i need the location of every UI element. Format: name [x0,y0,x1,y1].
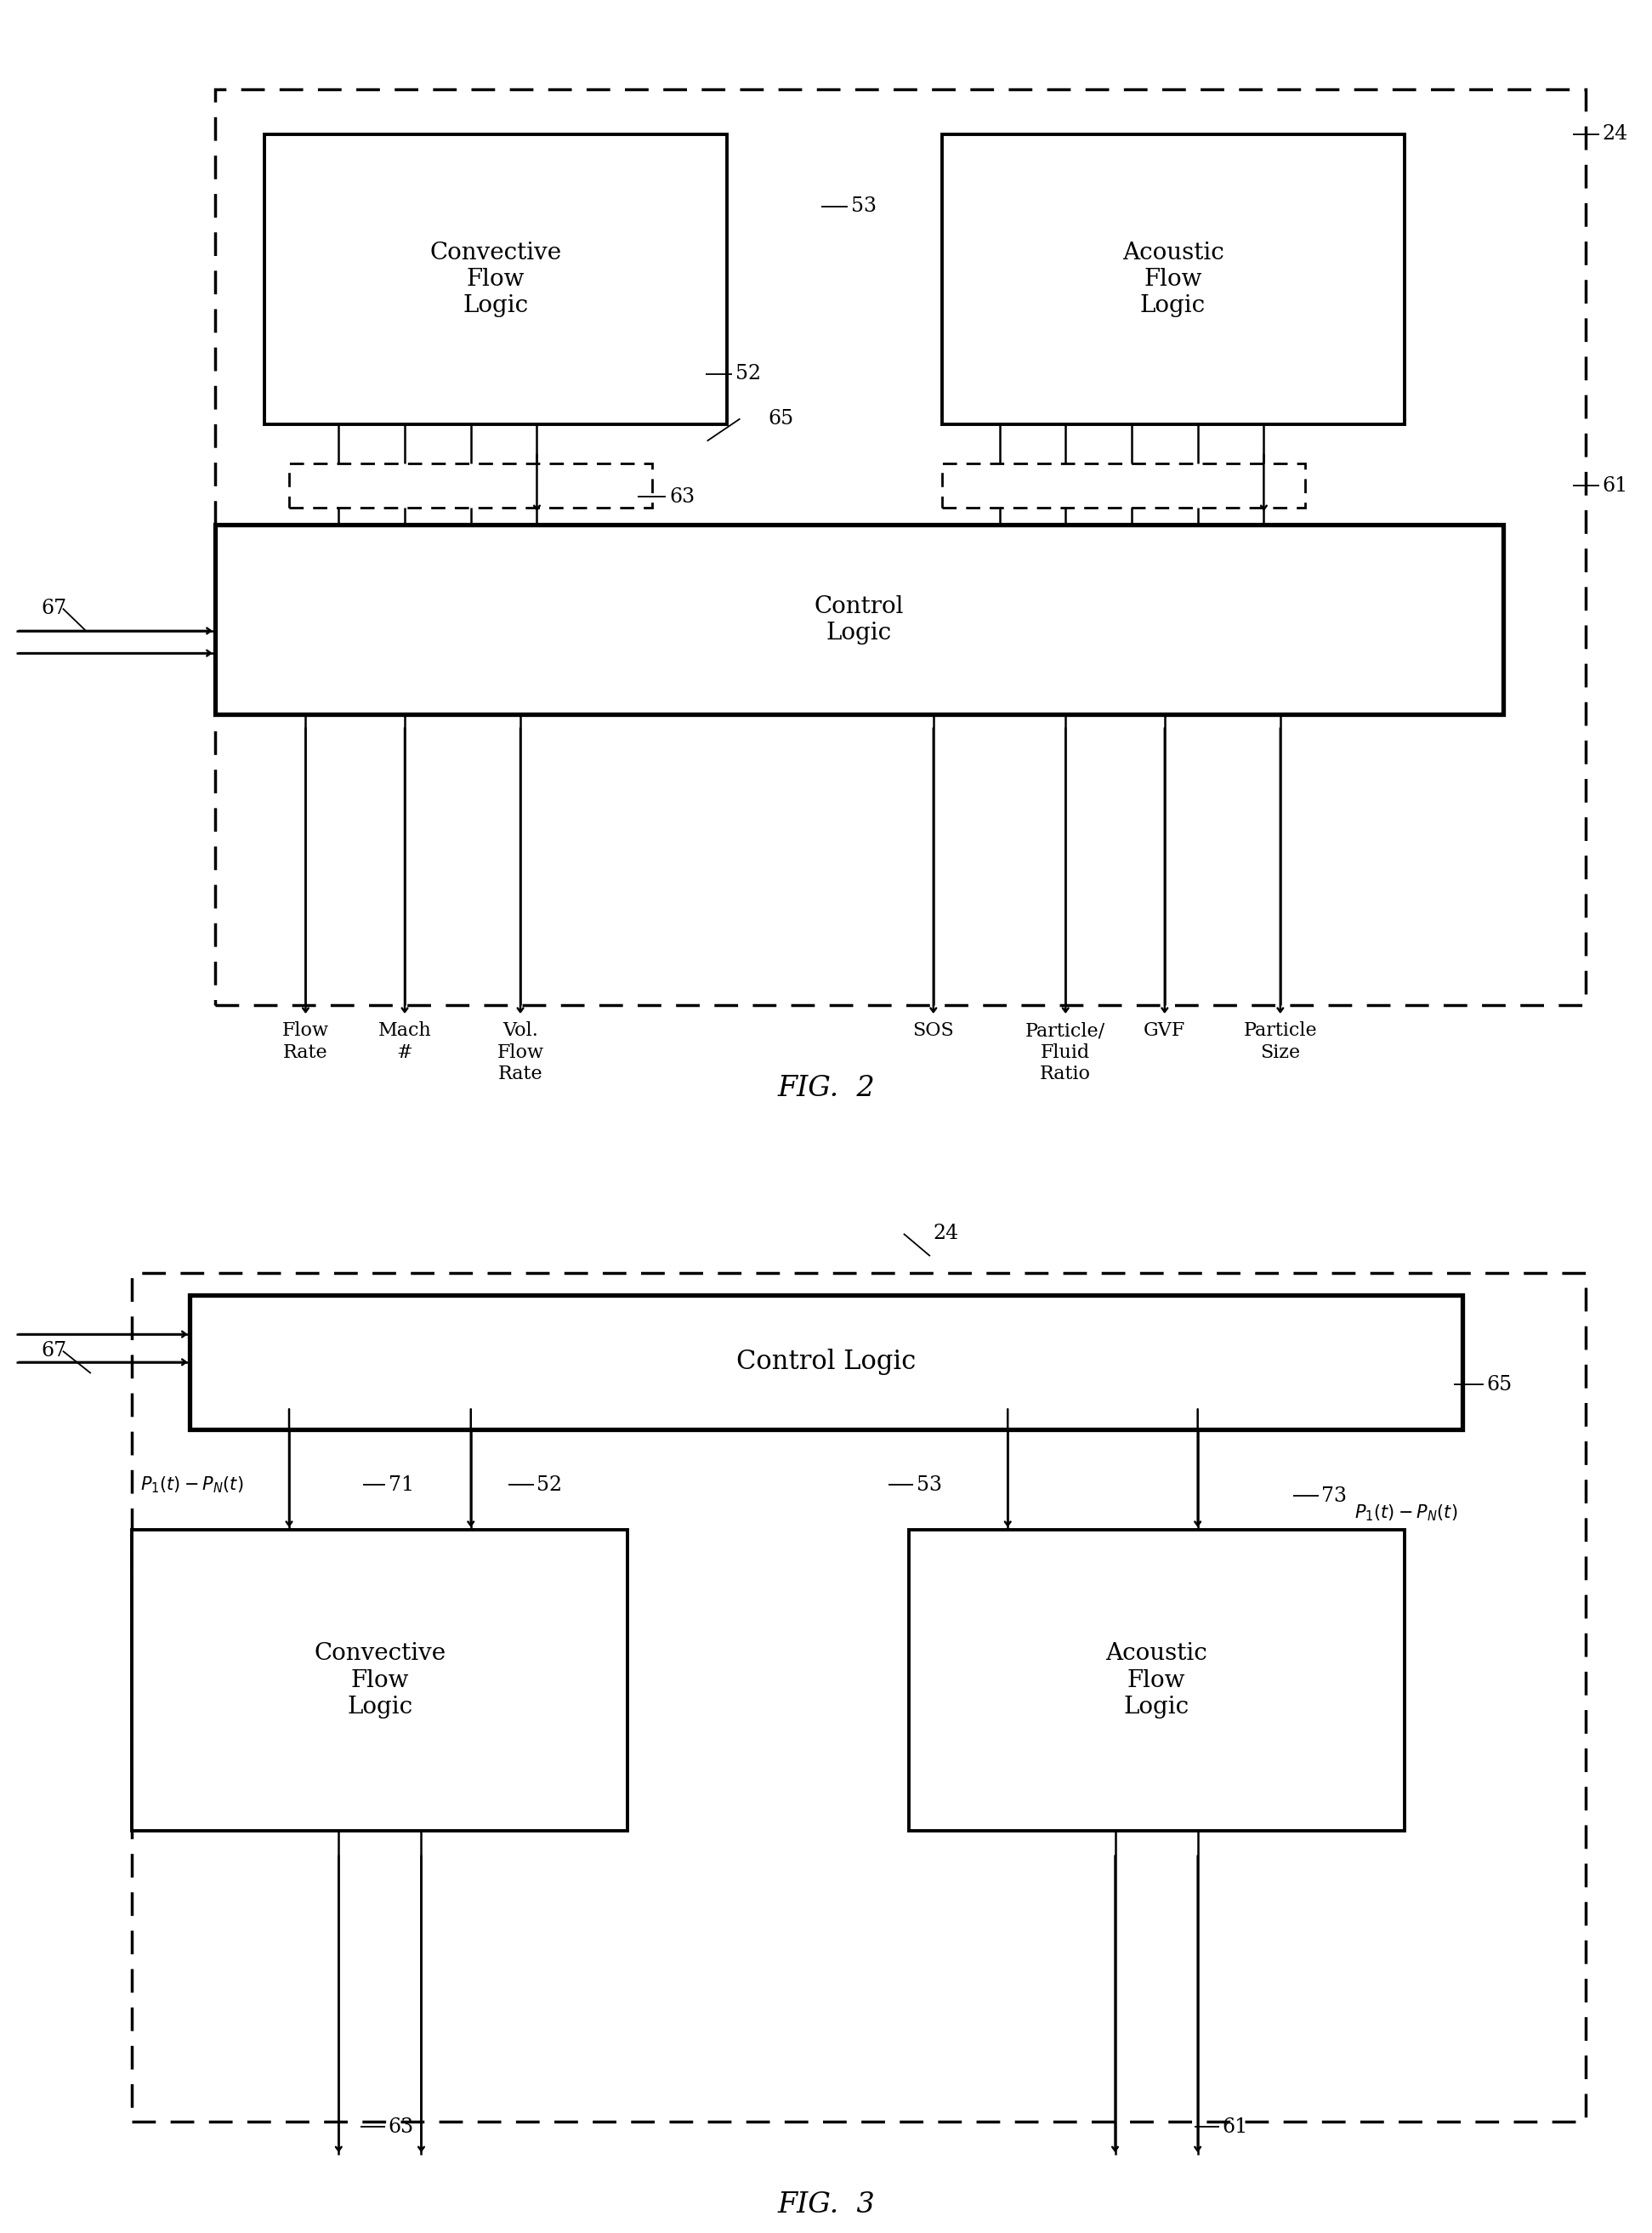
FancyBboxPatch shape [909,1530,1404,1831]
Text: 67: 67 [41,598,68,619]
Text: Mach
#: Mach # [378,1023,431,1063]
Text: Acoustic
Flow
Logic: Acoustic Flow Logic [1122,241,1224,317]
Text: Control Logic: Control Logic [737,1349,915,1376]
Text: Control
Logic: Control Logic [814,594,904,645]
FancyBboxPatch shape [215,525,1503,715]
Text: Convective
Flow
Logic: Convective Flow Logic [314,1641,446,1719]
Text: Vol.
Flow
Rate: Vol. Flow Rate [497,1023,544,1083]
Text: Particle
Size: Particle Size [1244,1023,1317,1063]
Text: $P_1(t)-P_N(t)$: $P_1(t)-P_N(t)$ [140,1476,243,1494]
Text: 53: 53 [851,197,876,217]
Text: 71: 71 [388,1476,415,1494]
Text: 53: 53 [917,1476,942,1494]
Text: GVF: GVF [1143,1023,1186,1041]
FancyBboxPatch shape [942,134,1404,424]
Text: 65: 65 [768,409,795,429]
Text: 63: 63 [388,2117,415,2137]
Text: 61: 61 [1602,476,1629,496]
FancyBboxPatch shape [289,464,653,507]
Text: FIG.  2: FIG. 2 [776,1074,876,1103]
Text: 65: 65 [1487,1376,1513,1393]
Text: SOS: SOS [912,1023,955,1041]
Text: 24: 24 [1602,125,1629,143]
Text: $P_1(t)-P_N(t)$: $P_1(t)-P_N(t)$ [1355,1503,1457,1523]
Text: 61: 61 [1222,2117,1249,2137]
Text: 73: 73 [1322,1487,1346,1505]
FancyBboxPatch shape [264,134,727,424]
Text: 63: 63 [669,487,695,507]
Text: 67: 67 [41,1342,68,1360]
FancyBboxPatch shape [942,464,1305,507]
Text: Flow
Rate: Flow Rate [282,1023,329,1063]
FancyBboxPatch shape [190,1295,1462,1429]
Text: Particle/
Fluid
Ratio: Particle/ Fluid Ratio [1026,1023,1105,1083]
Text: 52: 52 [735,364,762,384]
FancyBboxPatch shape [132,1530,628,1831]
Text: FIG.  3: FIG. 3 [776,2191,876,2220]
Text: 24: 24 [933,1224,960,1244]
Text: Acoustic
Flow
Logic: Acoustic Flow Logic [1105,1641,1208,1719]
Text: 52: 52 [537,1476,563,1494]
Text: Convective
Flow
Logic: Convective Flow Logic [430,241,562,317]
